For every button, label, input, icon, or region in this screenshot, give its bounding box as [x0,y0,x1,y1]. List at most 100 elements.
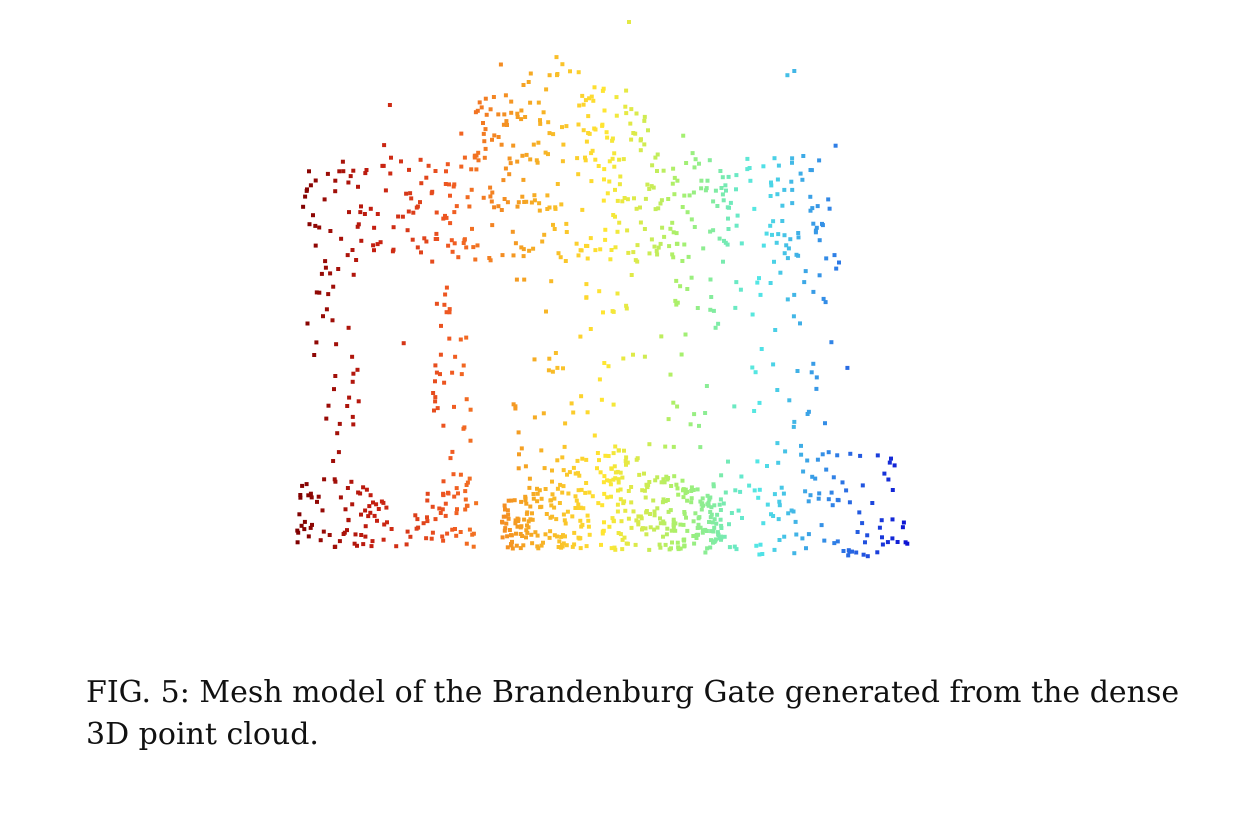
point-top-bar [328,229,333,233]
point-base-center [714,521,719,526]
point-top-bar [620,199,625,204]
point-scattered [845,365,850,370]
point-attic [600,88,605,93]
point-top-bar [719,186,724,190]
point-top-bar [469,187,474,192]
point-base-left [363,508,368,513]
point-inner-left-pillar [438,352,443,357]
point-top-bar [547,205,552,210]
point-base-left [318,538,323,543]
point-left-pillar [326,403,331,408]
point-central-columns [688,422,693,427]
point-top-bar [462,238,467,243]
point-base-right [805,458,810,463]
point-inner-left-pillar [444,310,449,315]
point-top-bar [782,187,787,192]
point-top-bar [372,248,376,253]
point-top-bar [588,236,593,241]
point-top-bar [348,174,353,179]
point-top-bar [658,241,663,246]
point-base-center [648,525,653,530]
point-attic [504,119,509,124]
point-base-center [524,501,529,506]
point-base-center [515,524,520,529]
point-base-center [607,524,612,529]
point-left-pillar [331,284,336,289]
point-top-bar [490,223,495,228]
point-right-pillar [768,281,773,285]
point-top-bar [564,221,569,226]
point-base-center [658,545,663,550]
point-top-bar [474,167,479,172]
point-base-center [505,508,510,513]
point-base-center [712,517,717,522]
point-top-bar [638,205,642,210]
point-base-center [564,543,569,548]
point-base-right [765,464,769,468]
point-attic [483,127,488,132]
point-right-pillar [750,312,755,317]
point-base-right [716,532,721,537]
point-central-columns [584,282,589,287]
point-right-pillar [758,292,763,297]
point-base-center [577,473,582,478]
point-top-bar [356,222,361,227]
point-top-bar [691,190,696,195]
point-top-bar [489,199,494,204]
point-top-bar [782,233,787,238]
point-base-left [302,519,307,524]
point-base-center [700,496,705,501]
point-base-center [504,521,509,526]
point-base-center [676,492,681,497]
point-central-columns [599,397,604,402]
point-scattered [593,248,598,253]
point-base-center [550,492,555,497]
point-base-right [875,453,880,458]
point-right-pillar [773,328,778,332]
point-scattered [733,305,738,310]
point-base-center [647,480,652,484]
point-top-bar [372,225,377,230]
point-base-center [696,522,701,527]
point-base-left [463,507,468,512]
point-base-right [755,459,760,464]
point-top-bar [545,193,550,198]
point-base-right [882,471,887,476]
point-attic [612,151,617,156]
point-left-pillar [314,340,319,345]
point-top-bar [524,199,529,204]
point-attic [614,113,619,118]
point-base-center [578,518,583,523]
point-right-pillar [791,424,796,429]
point-central-columns [703,411,708,415]
point-base-center [509,533,513,538]
point-base-center [596,501,601,506]
point-top-bar [447,182,451,187]
point-scattered [689,275,694,280]
point-attic [555,72,560,76]
point-top-bar [408,191,413,196]
point-top-bar [734,187,738,192]
point-base-right [734,547,739,552]
point-attic [492,133,497,138]
point-base-center [640,526,645,531]
point-base-center [576,535,581,540]
point-top-bar [490,190,495,195]
point-base-center [626,489,631,493]
point-inner-left-pillar [435,406,440,411]
point-base-center [533,530,538,535]
point-base-center [601,480,606,485]
point-top-bar [786,246,791,251]
point-top-bar [552,227,557,231]
point-central-columns [517,452,521,457]
point-base-center [503,526,508,531]
point-base-center [610,516,615,521]
point-attic [633,131,638,136]
point-top-bar [790,156,795,161]
point-left-pillar [345,404,350,408]
point-top-bar [661,168,666,173]
point-scattered [814,375,819,380]
point-inner-left-pillar [465,480,470,485]
point-left-pillar [332,387,336,392]
point-attic [538,118,542,123]
